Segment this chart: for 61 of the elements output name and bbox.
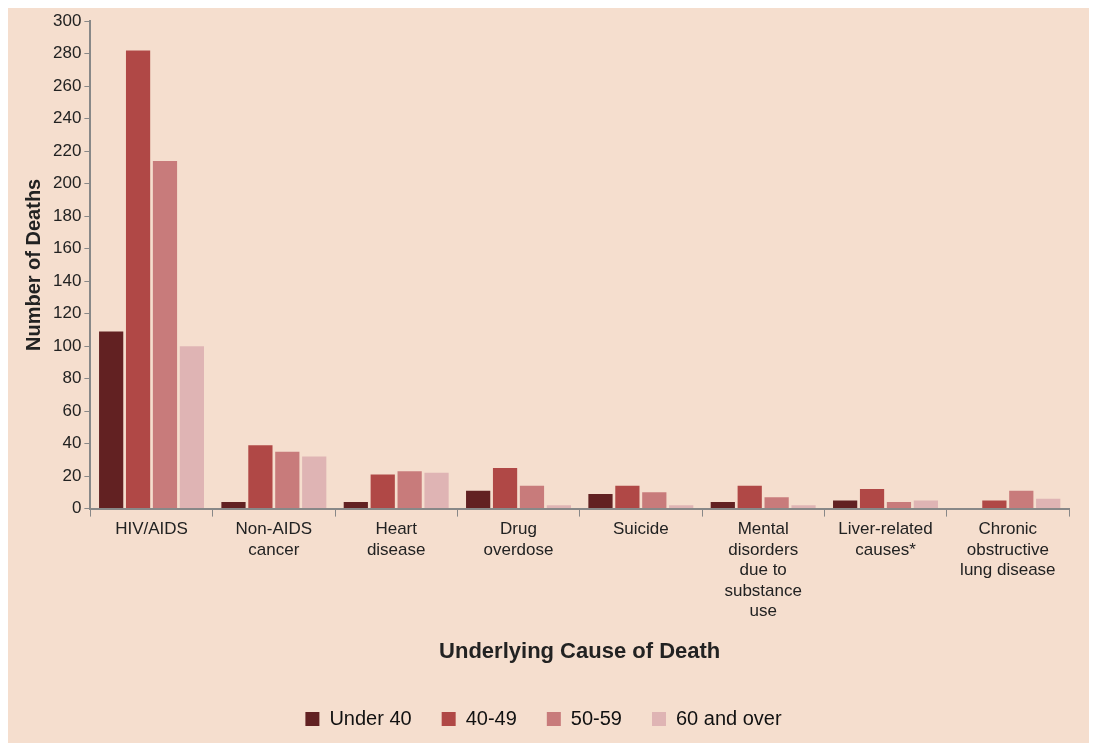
bar (886, 502, 912, 509)
x-axis-title: Underlying Cause of Death (439, 637, 721, 663)
bar (588, 493, 613, 509)
bar (397, 471, 422, 509)
y-tick-label: 80 (62, 368, 82, 388)
bar (302, 456, 327, 509)
bar (546, 505, 571, 509)
bar (248, 445, 273, 509)
bar (1009, 490, 1034, 509)
x-tick-label: Mental disorders due to substance use (724, 519, 802, 621)
x-tick-label: Liver-related causes* (838, 519, 933, 559)
y-tick-label: 40 (62, 433, 82, 453)
y-axis-title: Number of Deaths (21, 178, 44, 352)
legend-label: 40-49 (465, 706, 517, 729)
bar (764, 497, 789, 509)
y-tick-label: 220 (52, 140, 82, 160)
bar (913, 500, 938, 509)
x-tick-label: Drug overdose (483, 519, 554, 559)
y-tick-label: 20 (62, 465, 82, 485)
x-tick-label: Non-AIDS cancer (235, 519, 313, 559)
y-tick-label: 140 (52, 270, 82, 290)
legend-label: Under 40 (329, 706, 412, 729)
y-tick-label: 120 (52, 303, 82, 323)
y-tick-label: 0 (71, 498, 82, 518)
bar (737, 485, 762, 509)
bar (519, 485, 545, 509)
y-tick-label: 100 (52, 335, 82, 355)
bar (492, 467, 518, 509)
y-tick-label: 200 (52, 173, 82, 193)
bar (642, 492, 667, 509)
bar (791, 505, 816, 509)
y-tick-label: 240 (52, 108, 82, 128)
bar (982, 500, 1007, 509)
y-tick-label: 260 (52, 75, 82, 95)
bar (859, 489, 885, 509)
bar (125, 50, 151, 509)
bar (179, 346, 205, 509)
bar (370, 474, 395, 509)
bar (669, 505, 694, 509)
bar (424, 472, 449, 509)
y-tick-label: 180 (52, 205, 82, 225)
bar (99, 331, 124, 509)
y-tick-label: 60 (62, 400, 82, 420)
x-tick-label: Suicide (612, 519, 669, 539)
bar (275, 451, 300, 509)
bar (152, 160, 178, 509)
legend-label: 50-59 (570, 706, 622, 729)
y-tick-label: 280 (52, 43, 82, 63)
legend-label: 60 and over (675, 706, 782, 729)
y-tick-label: 160 (52, 238, 82, 258)
x-tick-label: HIV/AIDS (115, 519, 188, 539)
bar (466, 490, 491, 509)
bar (833, 500, 858, 509)
bar (710, 502, 735, 509)
x-tick-label: Chronic obstructive lung disease (960, 519, 1056, 580)
bar (615, 485, 640, 509)
bar (1036, 498, 1061, 509)
x-tick-label: Heart disease (366, 519, 426, 559)
bar (343, 502, 368, 509)
bar (221, 502, 246, 509)
y-tick-label: 300 (52, 10, 82, 30)
